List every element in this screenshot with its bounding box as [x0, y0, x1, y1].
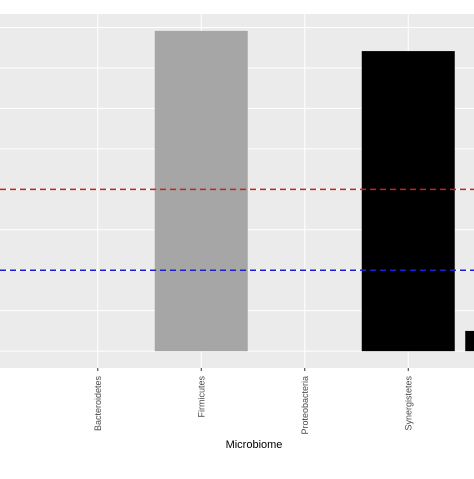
reference-lines — [0, 188, 474, 271]
x-tick-label: Synergistetes — [403, 376, 413, 431]
x-axis-ticks: Bacteroidetes Firmicutes Proteobacteria Syn… — [93, 368, 413, 435]
x-axis-title: Microbiome — [226, 439, 283, 451]
x-tick-label: Proteobacteria — [300, 376, 310, 435]
bar-category-4 — [465, 330, 474, 352]
x-tick-label: Bacteroidetes — [93, 376, 103, 432]
bars — [154, 30, 474, 352]
bar-firmicutes — [154, 30, 248, 352]
bar-synergistetes — [361, 51, 455, 352]
x-tick-label: Firmicutes — [196, 376, 206, 418]
